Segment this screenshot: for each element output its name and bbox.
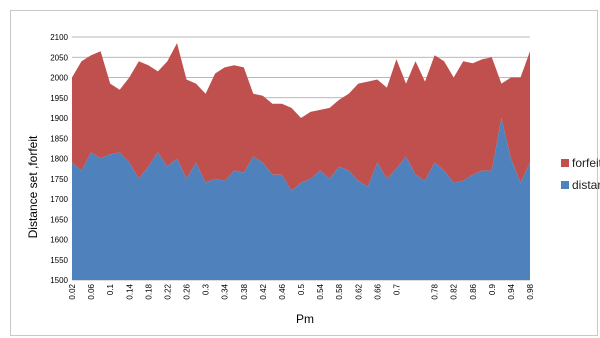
x-tick-label: 0.3 [202, 283, 211, 295]
x-tick-label: 0.1 [106, 283, 115, 295]
x-axis-ticks: 0.02 0.06 0.1 0.14 0.18 0.22 0.26 0.3 0.34 0.38 0.… [68, 283, 535, 299]
area-series-distance [72, 118, 530, 280]
x-tick-label: 0.94 [507, 283, 516, 299]
x-tick-label: 0.9 [488, 283, 497, 295]
legend-label-forfeit: forfeit [572, 156, 600, 170]
x-tick-label: 0.34 [221, 283, 230, 299]
x-tick-label: 0.42 [259, 283, 268, 299]
x-tick-label: 0.7 [392, 283, 401, 295]
y-tick-label: 1650 [50, 215, 68, 224]
x-axis-title: Pm [296, 312, 314, 326]
y-tick-label: 1600 [50, 236, 68, 245]
x-tick-label: 0.22 [163, 283, 172, 299]
legend: forfeit distance [561, 156, 600, 192]
x-tick-label: 0.62 [354, 283, 363, 299]
area-series-forfeit [72, 43, 530, 191]
y-tick-label: 2050 [50, 53, 68, 62]
y-tick-label: 1850 [50, 134, 68, 143]
y-tick-label: 1900 [50, 114, 68, 123]
x-tick-label: 0.98 [526, 283, 535, 299]
plot-area [72, 43, 530, 280]
x-tick-label: 0.86 [469, 283, 478, 299]
x-tick-label: 0.14 [125, 283, 134, 299]
x-tick-label: 0.66 [373, 283, 382, 299]
y-tick-label: 1700 [50, 195, 68, 204]
y-tick-label: 2000 [50, 74, 68, 83]
x-tick-label: 0.06 [87, 283, 96, 299]
y-tick-label: 1550 [50, 256, 68, 265]
x-tick-label: 0.18 [144, 283, 153, 299]
y-tick-label: 1950 [50, 94, 68, 103]
y-tick-label: 1750 [50, 175, 68, 184]
x-tick-label: 0.58 [335, 283, 344, 299]
y-axis-ticks: 1500 1550 1600 1650 1700 1750 1800 1850 1900 1950… [50, 33, 68, 285]
x-tick-label: 0.38 [240, 283, 249, 299]
chart-frame [10, 10, 598, 336]
x-tick-label: 0.78 [431, 283, 440, 299]
x-tick-label: 0.26 [183, 283, 192, 299]
y-tick-label: 1800 [50, 155, 68, 164]
x-tick-label: 0.46 [278, 283, 287, 299]
x-tick-label: 0.54 [316, 283, 325, 299]
legend-swatch-forfeit [561, 159, 569, 167]
legend-swatch-distance [561, 181, 569, 189]
x-tick-label: 0.02 [68, 283, 77, 299]
y-axis-title: Distance set ,forfeit [26, 135, 40, 238]
y-tick-label: 1500 [50, 276, 68, 285]
y-tick-label: 2100 [50, 33, 68, 42]
legend-label-distance: distance [572, 178, 600, 192]
x-tick-label: 0.5 [297, 283, 306, 295]
x-tick-label: 0.82 [450, 283, 459, 299]
